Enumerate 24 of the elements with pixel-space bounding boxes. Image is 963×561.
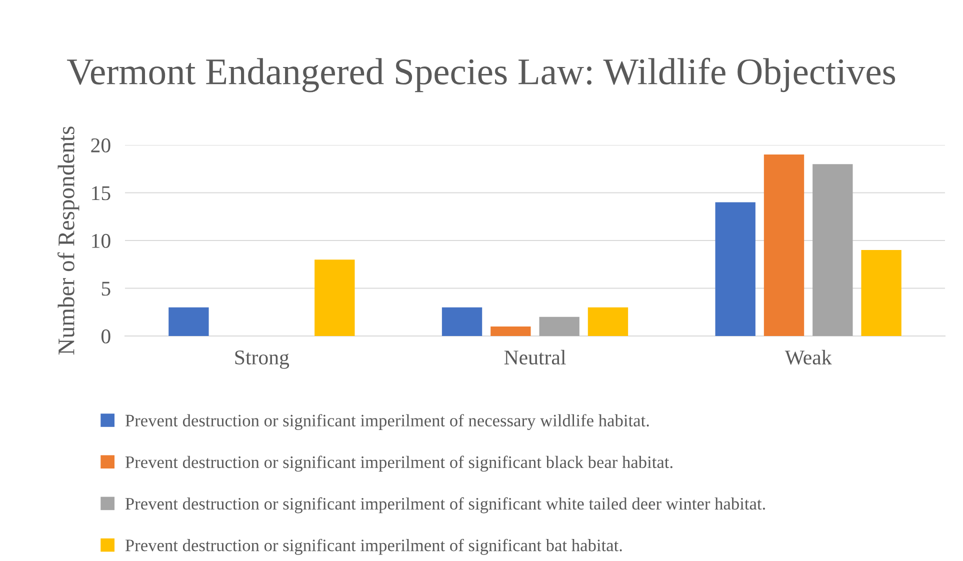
x-tick-label: Neutral — [504, 350, 566, 365]
y-tick-label: 10 — [92, 234, 110, 248]
bar — [442, 307, 482, 336]
bar — [539, 316, 580, 336]
bar — [764, 154, 804, 336]
bar — [588, 307, 628, 336]
legend-label: Prevent destruction or significant imperilment of significant black bear habitat. — [125, 456, 672, 472]
bar — [861, 250, 902, 336]
legend-label: Prevent destruction or significant imperilment of significant white tailed deer winter habitat. — [125, 497, 765, 514]
y-axis-title: Number of Respondents — [58, 126, 80, 355]
x-tick-label: Weak — [784, 350, 832, 365]
bar — [490, 326, 531, 336]
chart-title: Vermont Endangered Species Law: Wildlife Objectives — [66, 58, 896, 92]
x-tick-label: Strong — [235, 350, 290, 369]
bar — [168, 307, 209, 336]
y-tick-label: 5 — [102, 282, 110, 296]
legend-label: Prevent destruction or significant imperilment of significant bat habitat. — [125, 538, 622, 555]
y-tick-label: 20 — [91, 138, 110, 152]
y-tick-label: 15 — [92, 186, 110, 200]
bar — [314, 260, 355, 336]
y-tick-label: 0 — [101, 329, 110, 344]
legend-label: Prevent destruction or significant imperilment of necessary wildlife habitat. — [125, 414, 649, 430]
bar — [812, 164, 853, 336]
bar — [715, 202, 756, 336]
